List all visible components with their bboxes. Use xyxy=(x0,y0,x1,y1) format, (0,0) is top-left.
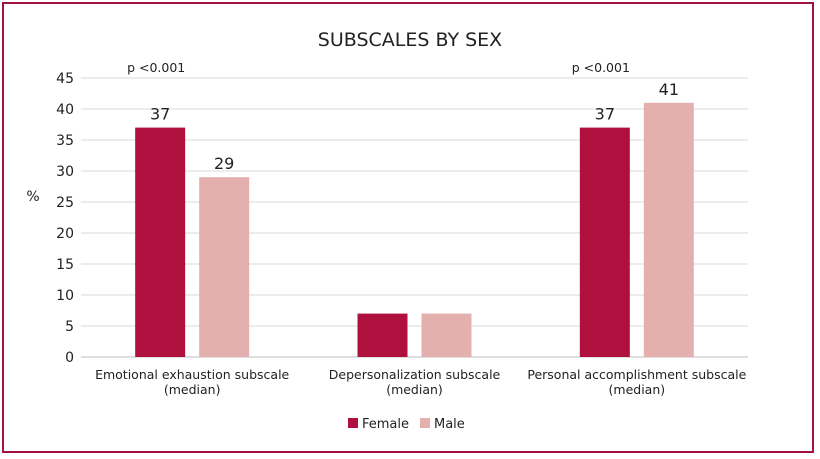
legend-label-female: Female xyxy=(362,417,409,432)
legend: Female Male xyxy=(348,417,465,432)
category-label-0: Emotional exhaustion subscale (median) xyxy=(95,367,289,397)
p-value-annotation-2: p <0.001 xyxy=(572,60,630,75)
y-tick-label-35: 35 xyxy=(56,133,74,149)
category-label-line: (median) xyxy=(164,382,221,397)
y-tick-label-30: 30 xyxy=(56,164,74,180)
chart-title: SUBSCALES BY SEX xyxy=(318,29,502,51)
bar-male-2 xyxy=(643,102,694,357)
category-label-line: Personal accomplishment subscale xyxy=(527,367,746,382)
y-tick-label-15: 15 xyxy=(56,257,74,273)
bars xyxy=(135,102,694,357)
category-label-line: (median) xyxy=(609,382,666,397)
category-label-2: Personal accomplishment subscale (median) xyxy=(527,367,746,397)
data-label-female-2: 37 xyxy=(595,105,615,124)
annotations: p <0.001 p <0.001 xyxy=(127,60,630,75)
y-tick-label-0: 0 xyxy=(65,350,74,366)
y-tick-label-40: 40 xyxy=(56,102,74,118)
category-label-1: Depersonalization subscale (median) xyxy=(329,367,501,397)
bar-female-1 xyxy=(357,313,408,357)
data-label-female-0: 37 xyxy=(150,105,170,124)
category-label-line: Emotional exhaustion subscale xyxy=(95,367,289,382)
gridlines xyxy=(81,77,748,358)
legend-swatch-female xyxy=(348,418,358,428)
y-tick-label-25: 25 xyxy=(56,195,74,211)
p-value-annotation-0: p <0.001 xyxy=(127,60,185,75)
data-label-male-0: 29 xyxy=(214,154,234,173)
y-tick-label-5: 5 xyxy=(65,319,74,335)
legend-swatch-male xyxy=(420,418,430,428)
bar-male-1 xyxy=(421,313,472,357)
category-label-line: (median) xyxy=(386,382,443,397)
data-labels: 37 29 37 41 xyxy=(150,80,679,173)
data-label-male-2: 41 xyxy=(659,80,679,99)
category-labels: Emotional exhaustion subscale (median)Dep… xyxy=(95,367,746,397)
bar-female-0 xyxy=(135,127,186,357)
bar-female-2 xyxy=(579,127,630,357)
y-tick-label-45: 45 xyxy=(56,71,74,87)
category-label-line: Depersonalization subscale xyxy=(329,367,501,382)
y-tick-label-10: 10 xyxy=(56,288,74,304)
y-tick-label-20: 20 xyxy=(56,226,74,242)
bar-male-0 xyxy=(199,177,250,357)
legend-label-male: Male xyxy=(434,417,465,432)
y-axis-ticks: 0 5 10 15 20 25 30 35 40 45 xyxy=(56,71,74,366)
y-axis-label: % xyxy=(26,189,39,205)
